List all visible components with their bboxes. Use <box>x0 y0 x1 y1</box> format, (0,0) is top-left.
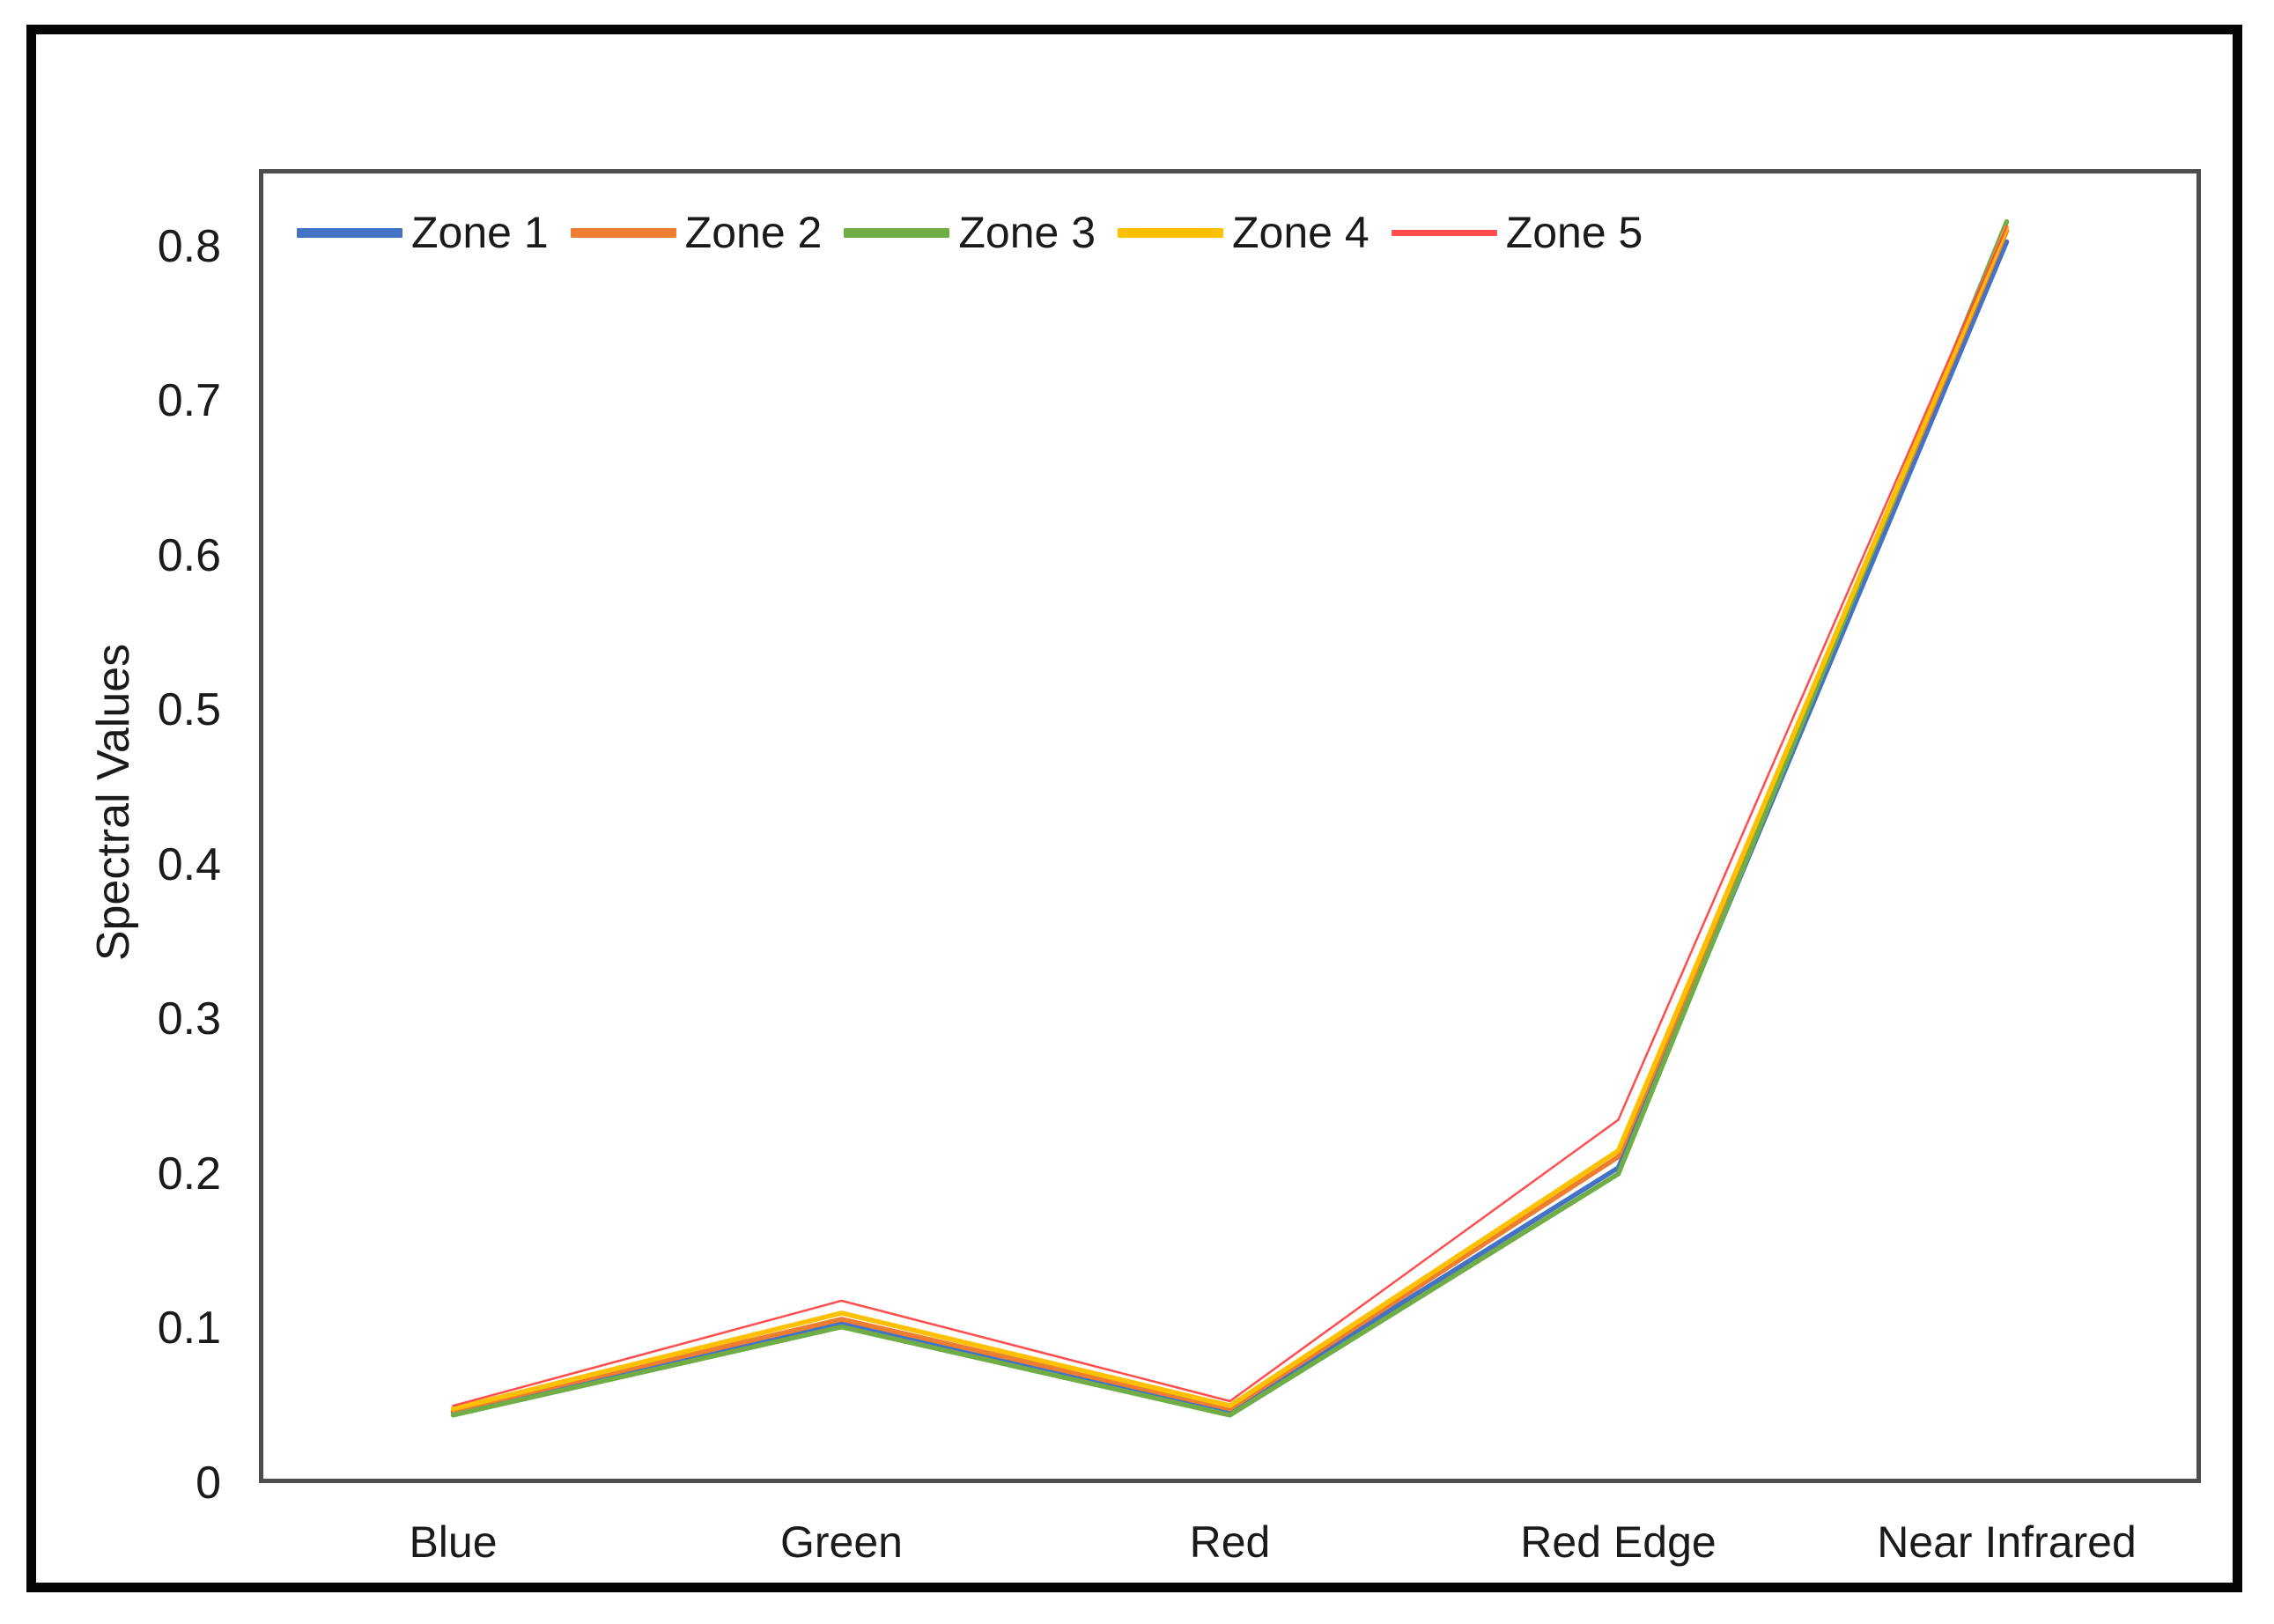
legend-item-zone-2: Zone 2 <box>570 207 823 258</box>
y-tick-label: 0.6 <box>157 529 221 581</box>
legend-line-swatch <box>1391 229 1497 236</box>
y-tick-label: 0.5 <box>157 684 221 736</box>
y-tick-label: 0.3 <box>157 993 221 1045</box>
legend-label: Zone 1 <box>411 208 549 257</box>
y-tick-label: 0.1 <box>157 1303 221 1355</box>
x-category-label: Red <box>1189 1517 1271 1567</box>
legend-item-zone-5: Zone 5 <box>1391 207 1643 258</box>
legend-item-zone-3: Zone 3 <box>844 207 1096 258</box>
series-line-zone-1 <box>450 239 2010 1415</box>
legend-label: Zone 5 <box>1505 208 1643 257</box>
legend-item-zone-1: Zone 1 <box>297 207 549 258</box>
series-line-zone-5 <box>452 225 2008 1407</box>
figure-frame: Spectral Values 0 0.1 0.2 0.3 0.4 0.5 0.6 0.7 0.… <box>26 25 2242 1592</box>
legend-label: Zone 2 <box>684 208 823 257</box>
x-category-label: Blue <box>409 1517 498 1567</box>
x-category-label: Green <box>780 1517 903 1567</box>
line-chart-plot <box>450 218 2010 1418</box>
y-tick-label: 0.4 <box>157 838 221 890</box>
y-tick-label: 0.7 <box>157 375 221 427</box>
plot-area <box>259 169 2201 1483</box>
legend-line-swatch <box>570 227 676 238</box>
legend-item-zone-4: Zone 4 <box>1118 207 1370 258</box>
legend-label: Zone 3 <box>958 208 1096 257</box>
series-line-zone-4 <box>450 225 2010 1412</box>
y-tick-label: 0 <box>196 1458 221 1509</box>
legend-line-swatch <box>1118 227 1224 238</box>
y-tick-label: 0.8 <box>157 220 221 272</box>
x-category-label: Red Edge <box>1520 1517 1717 1567</box>
legend-label: Zone 4 <box>1232 208 1370 257</box>
series-line-zone-2 <box>450 228 2010 1414</box>
series-line-zone-3 <box>450 218 2010 1418</box>
y-tick-label: 0.2 <box>157 1148 221 1200</box>
x-category-label: Near Infrared <box>1877 1517 2137 1567</box>
chart-legend: Zone 1 Zone 2 Zone 3 Zone 4 Zone 5 <box>297 207 1665 258</box>
legend-line-swatch <box>844 227 950 238</box>
legend-line-swatch <box>297 227 402 238</box>
